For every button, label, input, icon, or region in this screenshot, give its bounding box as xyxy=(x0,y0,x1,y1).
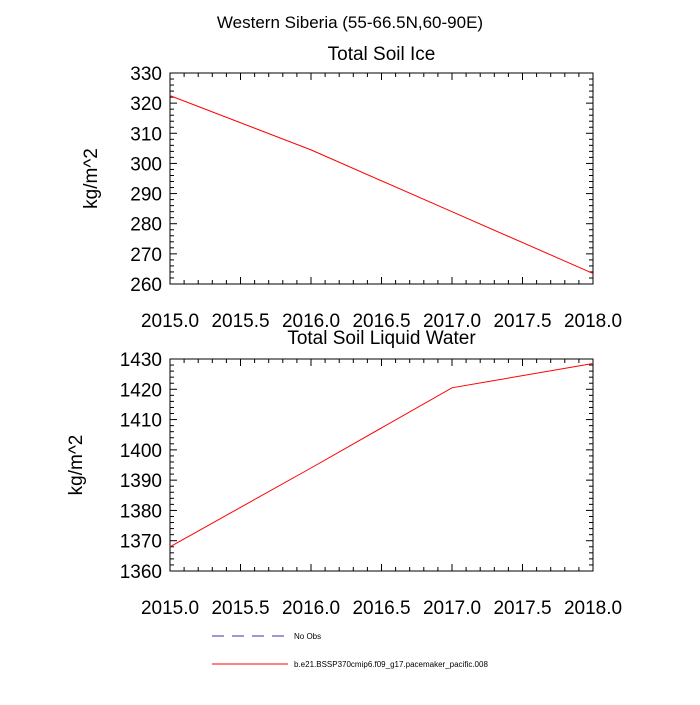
x-tick-label: 2015.0 xyxy=(141,311,199,332)
y-tick-label: 1420 xyxy=(120,380,162,401)
x-tick-label: 2016.0 xyxy=(282,598,340,619)
legend-label: No Obs xyxy=(294,632,321,641)
y-tick-label: 1410 xyxy=(120,411,162,432)
x-tick-label: 2016.5 xyxy=(352,311,410,332)
y-axis-label: kg/m^2 xyxy=(81,148,102,209)
legend-label: b.e21.BSSP370cmip6.f09_g17.pacemaker_pac… xyxy=(294,660,488,669)
y-tick-label: 300 xyxy=(130,154,162,175)
series-line xyxy=(169,95,594,274)
y-tick-label: 1390 xyxy=(120,471,162,492)
panel-total-soil-ice: Total Soil Ice 2015.0 2015.5 2016.0 2016.5 20… xyxy=(81,44,622,332)
figure-title: Western Siberia (55-66.5N,60-90E) xyxy=(217,13,483,32)
y-tick-label: 260 xyxy=(130,275,162,296)
x-tick-label: 2015.0 xyxy=(141,598,199,619)
x-tick-label: 2016.5 xyxy=(352,598,410,619)
x-tick-label: 2015.5 xyxy=(211,311,269,332)
y-tick-label: 280 xyxy=(130,215,162,236)
x-tick-label: 2017.0 xyxy=(423,311,481,332)
x-tick-label: 2017.5 xyxy=(493,311,551,332)
x-tick-label: 2018.0 xyxy=(564,598,622,619)
y-tick-label: 1370 xyxy=(120,532,162,553)
plot-frame xyxy=(169,358,594,572)
panel-title: Total Soil Ice xyxy=(328,44,436,65)
y-tick-label: 290 xyxy=(130,185,162,206)
plot-frame xyxy=(169,72,594,285)
panel-title: Total Soil Liquid Water xyxy=(287,328,476,349)
series-line xyxy=(169,363,594,548)
y-tick-label: 310 xyxy=(130,124,162,145)
y-tick-label: 320 xyxy=(130,94,162,115)
y-tick-label: 1360 xyxy=(120,562,162,583)
y-tick-label: 330 xyxy=(130,64,162,85)
x-tick-label: 2017.0 xyxy=(423,598,481,619)
x-tick-label: 2018.0 xyxy=(564,311,622,332)
y-axis-label: kg/m^2 xyxy=(66,435,87,496)
y-tick-label: 1400 xyxy=(120,441,162,462)
y-tick-label: 1380 xyxy=(120,501,162,522)
x-tick-label: 2017.5 xyxy=(493,598,551,619)
y-tick-label: 270 xyxy=(130,245,162,266)
x-tick-label: 2015.5 xyxy=(211,598,269,619)
y-tick-label: 1430 xyxy=(120,350,162,371)
x-tick-label: 2016.0 xyxy=(282,311,340,332)
legend: No Obs b.e21.BSSP370cmip6.f09_g17.pacemak… xyxy=(212,632,488,669)
panel-total-soil-liquid-water: Total Soil Liquid Water 2015.0 2015.5 2016.… xyxy=(66,328,622,619)
